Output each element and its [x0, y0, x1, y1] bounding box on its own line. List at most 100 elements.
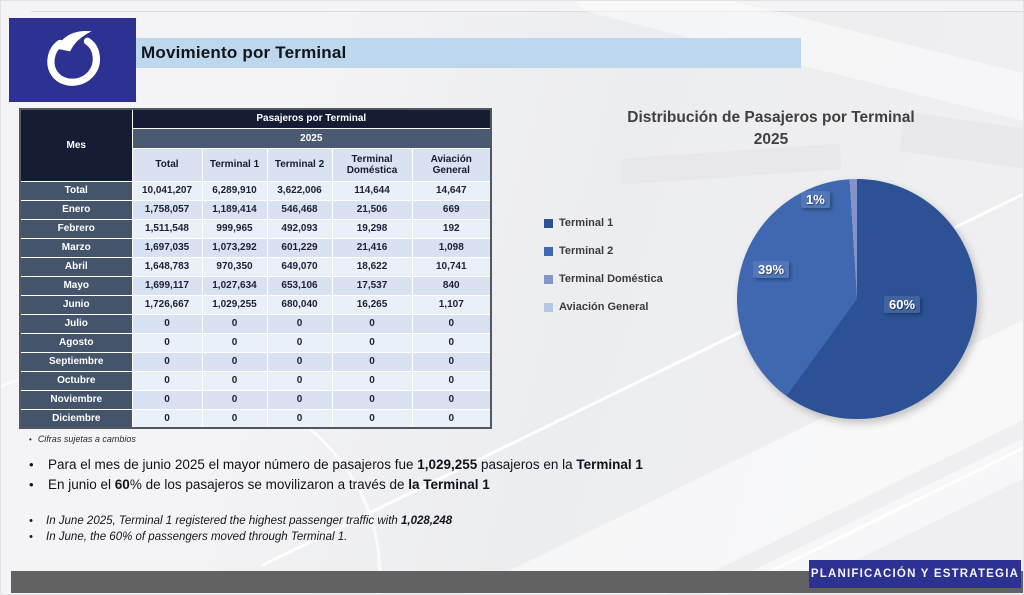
- row-month-label: Enero: [19, 199, 133, 220]
- chart-title-line2: 2025: [753, 131, 789, 148]
- table-cell: 0: [331, 332, 413, 353]
- table-row: Julio 0 0 0 0 0: [19, 313, 492, 334]
- table-cell: 0: [411, 313, 492, 334]
- table-cell: 1,027,634: [201, 275, 268, 296]
- table-cell: 114,644: [331, 180, 413, 201]
- table-cell: 0: [131, 313, 203, 334]
- table-row: Junio 1,726,667 1,029,255 680,040 16,265 1,10…: [19, 294, 492, 315]
- table-cell: 0: [331, 408, 413, 429]
- row-month-label: Abril: [19, 256, 133, 277]
- table-row: Mayo 1,699,117 1,027,634 653,106 17,537 840: [19, 275, 492, 296]
- table-group-header: Pasajeros por Terminal: [131, 108, 492, 129]
- table-cell: 0: [331, 351, 413, 372]
- legend-swatch-icon: [544, 274, 553, 284]
- table-cell: 1,029,255: [201, 294, 268, 315]
- chart-legend: Terminal 1 Terminal 2 Terminal Doméstica Av…: [544, 217, 663, 329]
- bullets-english: In June 2025, Terminal 1 registered the …: [21, 515, 781, 547]
- oma-logo-icon: [46, 30, 100, 86]
- column-header: Terminal 2: [266, 147, 333, 182]
- row-month-label: Noviembre: [19, 389, 133, 410]
- table-cell: 0: [201, 351, 268, 372]
- legend-label: Terminal Doméstica: [559, 273, 663, 285]
- table-cell: 0: [266, 408, 333, 429]
- table-cell: 1,758,057: [131, 199, 203, 220]
- table-cell: 0: [131, 351, 203, 372]
- table-cell: 653,106: [266, 275, 333, 296]
- table-row-header: Mes: [19, 108, 133, 182]
- footer-bar: [11, 571, 1023, 593]
- table-cell: 0: [266, 389, 333, 410]
- passenger-table-body: Total 10,041,207 6,289,910 3,622,006 114,644…: [19, 180, 492, 429]
- table-cell: 0: [201, 313, 268, 334]
- table-cell: 0: [131, 332, 203, 353]
- table-cell: 669: [411, 199, 492, 220]
- legend-swatch-icon: [544, 302, 553, 312]
- table-cell: 10,041,207: [131, 180, 203, 201]
- pie-label-terminal-domestica: 1%: [801, 191, 830, 208]
- table-cell: 19,298: [331, 218, 413, 239]
- table-cell: 0: [131, 408, 203, 429]
- table-cell: 192: [411, 218, 492, 239]
- table-cell: 0: [201, 408, 268, 429]
- table-cell: 0: [266, 370, 333, 391]
- table-cell: 0: [201, 370, 268, 391]
- page-title-bar: Movimiento por Terminal: [136, 38, 801, 68]
- table-cell: 14,647: [411, 180, 492, 201]
- table-cell: 649,070: [266, 256, 333, 277]
- department-badge: PLANIFICACIÓN Y ESTRATEGIA: [809, 560, 1021, 588]
- bullet-en-2: In June, the 60% of passengers moved thr…: [21, 531, 781, 543]
- table-row: Septiembre 0 0 0 0 0: [19, 351, 492, 372]
- table-cell: 0: [266, 332, 333, 353]
- table-cell: 840: [411, 275, 492, 296]
- table-cell: 0: [411, 332, 492, 353]
- table-row: Abril 1,648,783 970,350 649,070 18,622 10,741: [19, 256, 492, 277]
- row-month-label: Total: [19, 180, 133, 201]
- table-cell: 18,622: [331, 256, 413, 277]
- row-month-label: Octubre: [19, 370, 133, 391]
- table-row: Enero 1,758,057 1,189,414 546,468 21,506 669: [19, 199, 492, 220]
- page-title: Movimiento por Terminal: [141, 43, 347, 62]
- row-month-label: Agosto: [19, 332, 133, 353]
- row-month-label: Diciembre: [19, 408, 133, 429]
- table-cell: 1,189,414: [201, 199, 268, 220]
- chart-title: Distribución de Pasajeros por Terminal 2…: [541, 107, 1001, 151]
- table-cell: 0: [411, 389, 492, 410]
- bullet-en-1: In June 2025, Terminal 1 registered the …: [21, 515, 781, 527]
- table-cell: 0: [331, 370, 413, 391]
- table-row: Febrero 1,511,548 999,965 492,093 19,298 192: [19, 218, 492, 239]
- table-cell: 0: [411, 370, 492, 391]
- table-cell: 3,622,006: [266, 180, 333, 201]
- table-cell: 0: [411, 408, 492, 429]
- table-cell: 10,741: [411, 256, 492, 277]
- table-cell: 970,350: [201, 256, 268, 277]
- legend-label: Terminal 2: [559, 245, 614, 257]
- table-cell: 1,726,667: [131, 294, 203, 315]
- bullets-spanish: Para el mes de junio 2025 el mayor númer…: [21, 457, 781, 497]
- legend-item: Aviación General: [544, 301, 663, 313]
- table-cell: 17,537: [331, 275, 413, 296]
- table-footnote: • Cifras sujetas a cambios: [29, 434, 136, 444]
- bullet-es-1: Para el mes de junio 2025 el mayor númer…: [21, 457, 781, 472]
- legend-swatch-icon: [544, 218, 553, 228]
- column-header: Aviación General: [411, 147, 492, 182]
- row-month-label: Junio: [19, 294, 133, 315]
- table-cell: 0: [411, 351, 492, 372]
- table-cell: 0: [131, 370, 203, 391]
- table-cell: 1,697,035: [131, 237, 203, 258]
- table-cell: 601,229: [266, 237, 333, 258]
- legend-item: Terminal 1: [544, 217, 663, 229]
- table-cell: 0: [331, 313, 413, 334]
- legend-item: Terminal Doméstica: [544, 273, 663, 285]
- company-logo: [9, 18, 136, 102]
- pie-label-terminal1: 60%: [884, 296, 921, 313]
- column-header: Terminal Doméstica: [331, 147, 413, 182]
- table-cell: 680,040: [266, 294, 333, 315]
- legend-label: Terminal 1: [559, 217, 614, 229]
- table-cell: 6,289,910: [201, 180, 268, 201]
- legend-item: Terminal 2: [544, 245, 663, 257]
- table-cell: 0: [266, 313, 333, 334]
- table-cell: 1,511,548: [131, 218, 203, 239]
- legend-label: Aviación General: [559, 301, 649, 313]
- department-label: PLANIFICACIÓN Y ESTRATEGIA: [810, 568, 1020, 580]
